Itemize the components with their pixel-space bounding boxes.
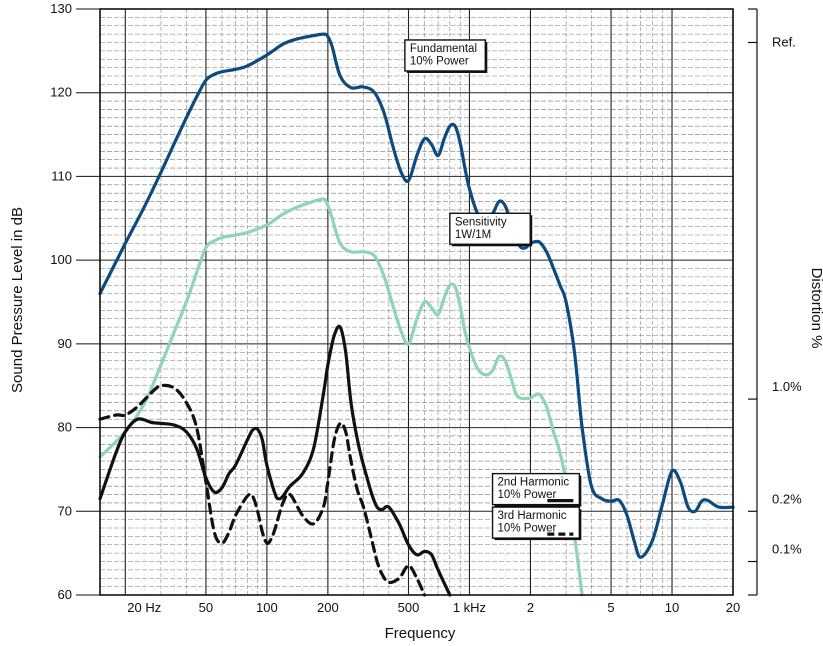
annotation-text: 1W/1M (455, 229, 491, 241)
x-tick-label: 10 (665, 600, 679, 615)
x-tick-label: 20 (726, 600, 740, 615)
x-tick-label: 100 (256, 600, 278, 615)
y2-tick-label: 0.2% (772, 491, 802, 506)
y-tick-label: 120 (50, 85, 72, 100)
series-line-sensitivity-1w-1m (98, 197, 584, 597)
plot-frame (99, 8, 734, 596)
y2-tick-label: 0.1% (772, 542, 802, 557)
annotation-text: 3rd Harmonic (498, 510, 567, 522)
y-axis-title: Sound Pressure Level in dB (9, 207, 26, 393)
y-tick-label: 100 (50, 252, 72, 267)
annotation-box (404, 39, 486, 72)
annotation-text: 10% Power (498, 489, 557, 501)
y-tick-label: 110 (51, 168, 72, 183)
x-tick-label: 200 (317, 600, 339, 615)
annotation-text: Fundamental (410, 43, 477, 55)
y-tick-label: 130 (50, 1, 72, 16)
series-line-fundamental-10-power (98, 32, 735, 559)
annotation-text: 10% Power (410, 55, 469, 67)
annotation-text: Sensitivity (455, 216, 507, 228)
series-layer (98, 32, 735, 597)
series-line-2nd-harmonic-10-power (98, 324, 452, 597)
x-tick-label: 2 (527, 600, 534, 615)
x-tick-label: 1 kHz (453, 600, 486, 615)
y-tick-label: 80 (58, 420, 72, 435)
annotation-text: 10% Power (498, 523, 557, 535)
right-axis: Ref. 1.0% 0.2% 0.1% (748, 8, 802, 596)
x-axis-title: Frequency (385, 625, 456, 642)
y2-axis-title: Distortion % (808, 268, 823, 349)
x-tick-label: 500 (398, 600, 420, 615)
y2-tick-label: 1.0% (772, 379, 802, 394)
y-tick-label: 90 (58, 336, 72, 351)
annotation-text: 2nd Harmonic (498, 477, 570, 489)
tick-labels: 60 70 80 90 100 110 120 130 20 Hz 50 100 200 500 1 kH… (50, 1, 740, 615)
x-tick-label: 5 (607, 600, 614, 615)
series-line-3rd-harmonic-10-power (98, 383, 427, 597)
y2-tick-label: Ref. (772, 34, 796, 49)
y-tick-label: 60 (58, 587, 72, 602)
y-tick-label: 70 (58, 503, 72, 518)
x-tick-label: 20 Hz (127, 600, 161, 615)
annotation-box (449, 212, 531, 245)
x-tick-label: 50 (199, 600, 213, 615)
